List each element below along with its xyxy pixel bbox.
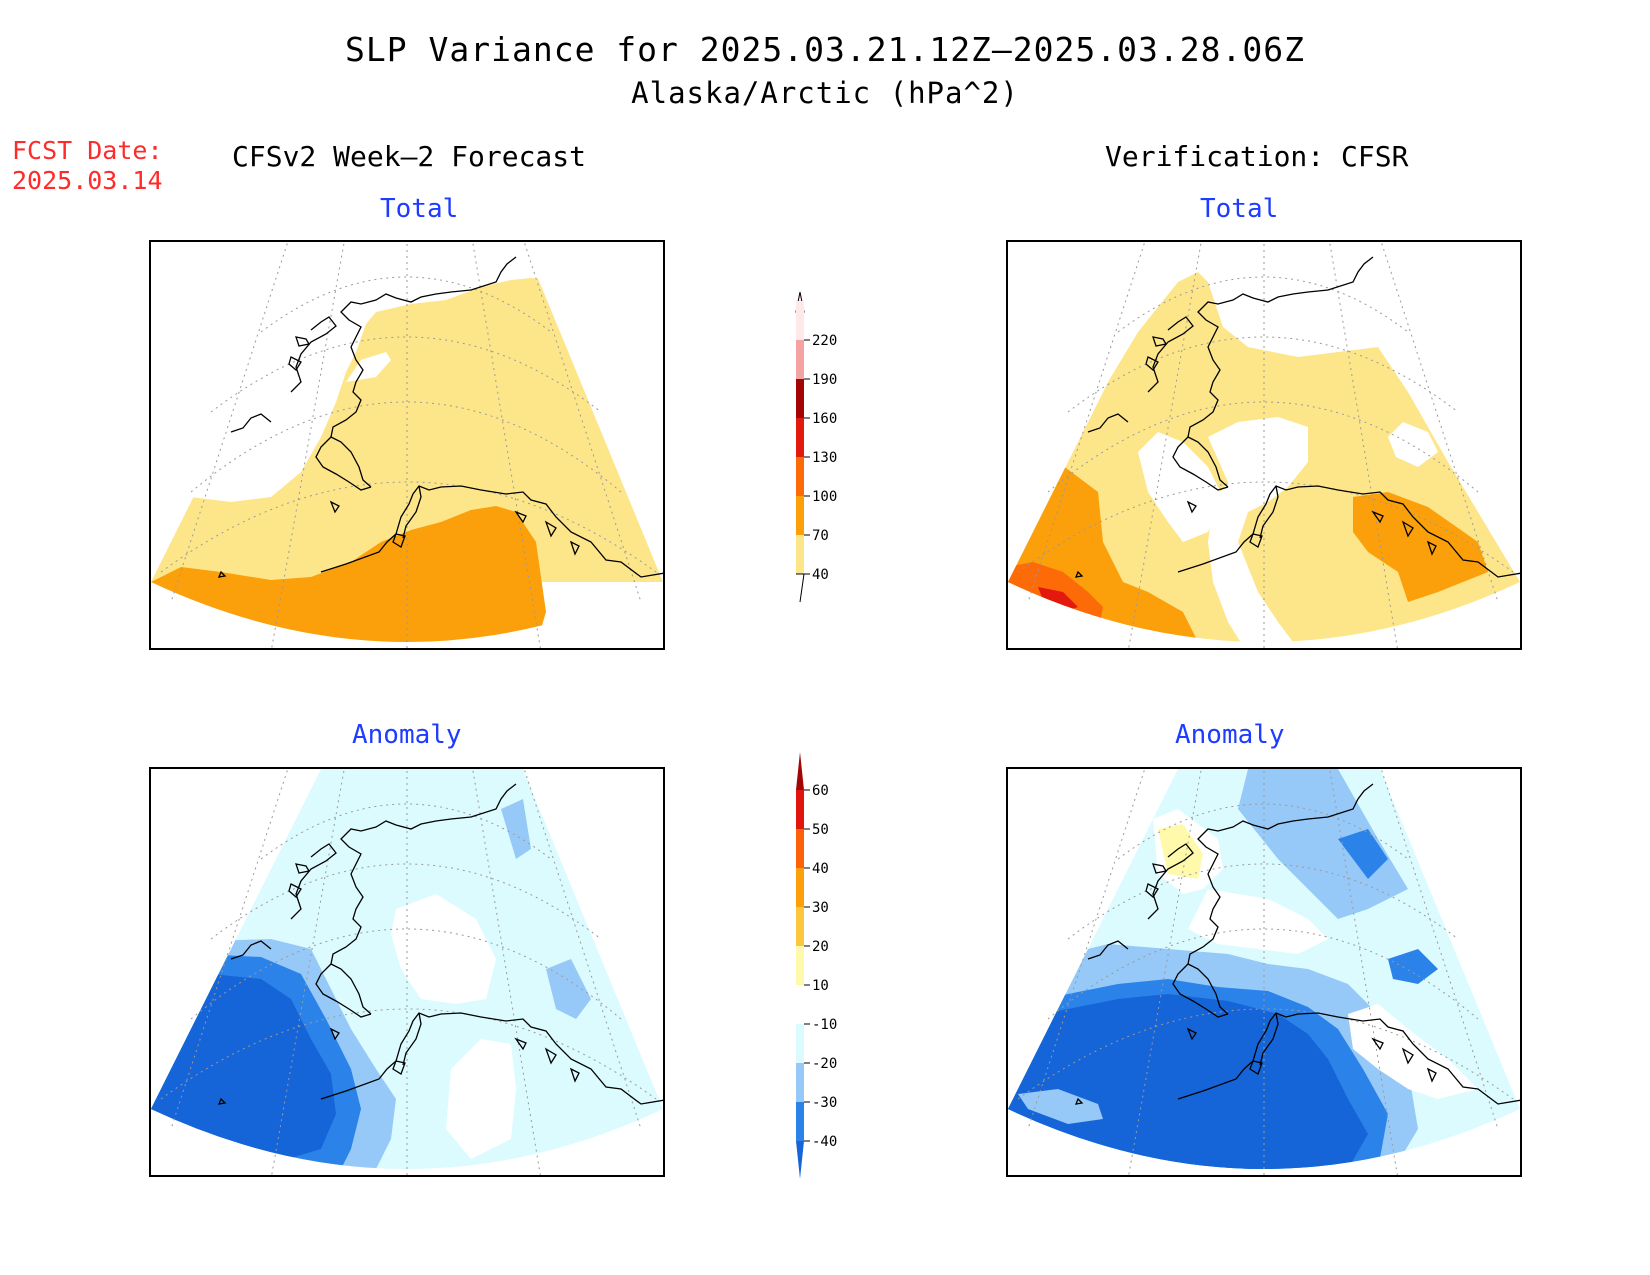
total-colorbar-tick-label: 190 bbox=[812, 372, 837, 388]
anomaly-colorbar-tick-label: -20 bbox=[812, 1056, 837, 1072]
anomaly-colorbar-tick-label: -10 bbox=[812, 1017, 837, 1033]
main-subtitle: Alaska/Arctic (hPa^2) bbox=[631, 76, 1019, 110]
anomaly-colorbar-swatch bbox=[796, 829, 804, 868]
total-colorbar-swatch bbox=[796, 496, 804, 535]
forecast-column-title: CFSv2 Week—2 Forecast bbox=[232, 140, 587, 173]
anomaly-colorbar-bottom-arrow bbox=[796, 1141, 804, 1179]
anomaly-colorbar-top-arrow bbox=[796, 752, 804, 790]
total-colorbar-tick-label: 220 bbox=[812, 333, 837, 349]
anomaly-colorbar-swatch bbox=[796, 946, 804, 985]
verification-anomaly-title: Anomaly bbox=[1175, 720, 1285, 750]
verification-total-map bbox=[1006, 240, 1522, 650]
total-colorbar-swatch bbox=[796, 418, 804, 457]
anomaly-colorbar-tick-label: 50 bbox=[812, 822, 829, 838]
main-title: SLP Variance for 2025.03.21.12Z—2025.03.… bbox=[345, 30, 1305, 69]
forecast-total-map bbox=[149, 240, 665, 650]
total-colorbar-swatch bbox=[796, 301, 804, 340]
anomaly-colorbar-tick-label: 10 bbox=[812, 978, 829, 994]
anomaly-colorbar-tick-label: -30 bbox=[812, 1095, 837, 1111]
total-colorbar: 40 70 100 130 160 190 220 bbox=[795, 291, 837, 603]
forecast-anomaly-title: Anomaly bbox=[352, 720, 462, 750]
forecast-anomaly-map bbox=[149, 767, 665, 1177]
fcst-date-label: FCST Date: bbox=[12, 136, 163, 165]
anomaly-colorbar-swatch bbox=[796, 1063, 804, 1102]
total-colorbar-swatch bbox=[796, 379, 804, 418]
fcst-date-block: FCST Date: 2025.03.14 bbox=[12, 136, 163, 196]
total-colorbar-tick-label: 130 bbox=[812, 450, 837, 466]
anomaly-colorbar-swatch bbox=[796, 868, 804, 907]
verification-anomaly-map bbox=[1006, 767, 1522, 1177]
anomaly-colorbar: -40 -30 -20 -10 10 20 30 40 50 60 bbox=[796, 752, 837, 1179]
anomaly-colorbar-swatch bbox=[796, 1102, 804, 1141]
verification-column-title: Verification: CFSR bbox=[1105, 140, 1409, 173]
total-colorbar-swatch bbox=[796, 340, 804, 379]
fcst-date-value: 2025.03.14 bbox=[12, 166, 163, 195]
anomaly-colorbar-swatch bbox=[796, 790, 804, 829]
total-colorbar-bottom-arrow bbox=[796, 573, 805, 603]
anomaly-colorbar-swatch bbox=[796, 985, 804, 1024]
anomaly-colorbar-swatch bbox=[796, 1024, 804, 1063]
anomaly-colorbar-swatch bbox=[796, 907, 804, 946]
verification-total-title: Total bbox=[1200, 194, 1279, 224]
total-colorbar-swatch bbox=[796, 535, 804, 574]
forecast-total-title: Total bbox=[380, 194, 459, 224]
total-colorbar-tick-label: 40 bbox=[812, 567, 829, 583]
anomaly-colorbar-tick-label: 30 bbox=[812, 900, 829, 916]
anomaly-colorbar-tick-label: 20 bbox=[812, 939, 829, 955]
anomaly-colorbar-tick-label: 60 bbox=[812, 783, 829, 799]
total-colorbar-tick-label: 160 bbox=[812, 411, 837, 427]
anomaly-colorbar-tick-label: 40 bbox=[812, 861, 829, 877]
anomaly-colorbar-tick-label: -40 bbox=[812, 1134, 837, 1150]
total-colorbar-tick-label: 100 bbox=[812, 489, 837, 505]
total-colorbar-tick-label: 70 bbox=[812, 528, 829, 544]
total-colorbar-swatch bbox=[796, 457, 804, 496]
